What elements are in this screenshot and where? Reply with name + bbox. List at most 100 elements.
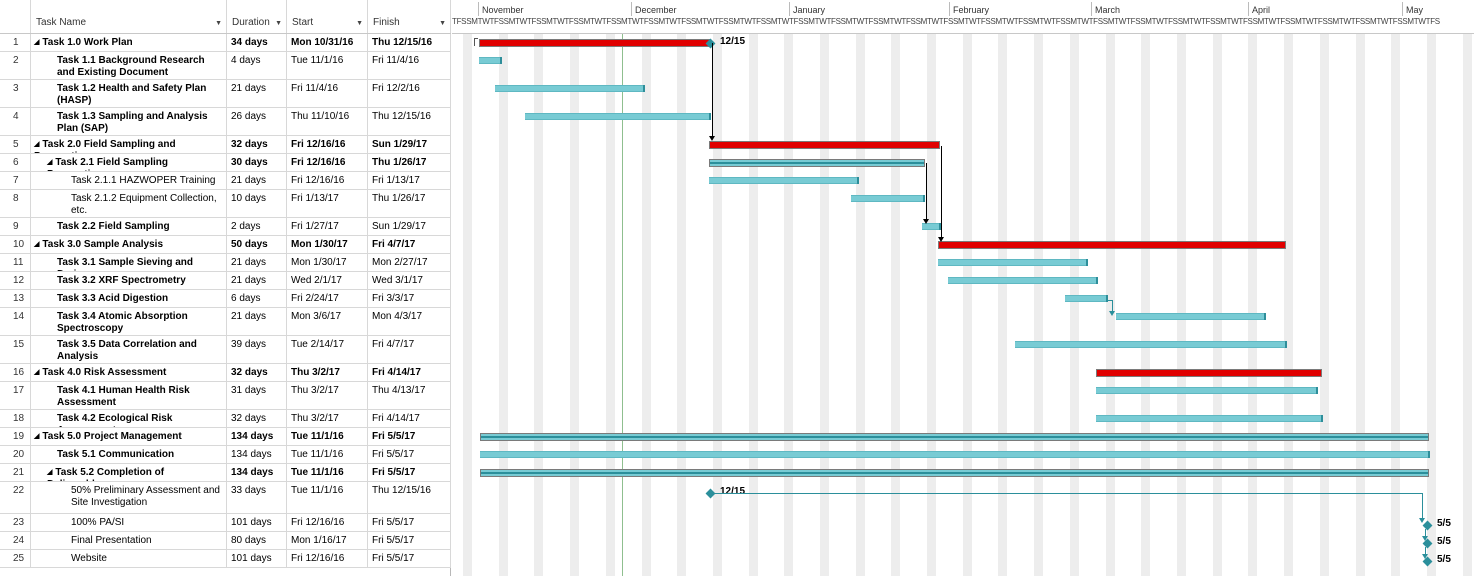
task-bar[interactable]: [1015, 341, 1287, 348]
task-name-cell[interactable]: 50% Preliminary Assessment and Site Inve…: [31, 482, 227, 513]
task-name-cell[interactable]: Task 3.5 Data Correlation and Analysis: [31, 336, 227, 363]
finish-cell[interactable]: Fri 4/14/17: [368, 364, 451, 381]
finish-cell[interactable]: Thu 12/15/16: [368, 108, 451, 135]
task-bar[interactable]: [851, 195, 925, 202]
row-id-cell[interactable]: 12: [0, 272, 31, 289]
start-cell[interactable]: Fri 12/16/16: [287, 154, 368, 171]
finish-cell[interactable]: Thu 4/13/17: [368, 382, 451, 409]
start-cell[interactable]: Mon 1/16/17: [287, 532, 368, 549]
start-cell[interactable]: Fri 12/16/16: [287, 514, 368, 531]
table-row[interactable]: 23 100% PA/SI 101 days Fri 12/16/16 Fri 5/5/…: [0, 514, 451, 532]
finish-cell[interactable]: Mon 2/27/17: [368, 254, 451, 271]
duration-cell[interactable]: 101 days: [227, 514, 287, 531]
finish-cell[interactable]: Fri 1/13/17: [368, 172, 451, 189]
duration-cell[interactable]: 31 days: [227, 382, 287, 409]
row-id-cell[interactable]: 16: [0, 364, 31, 381]
task-name-cell[interactable]: Task 4.2 Ecological Risk Assessment: [31, 410, 227, 427]
table-row[interactable]: 22 50% Preliminary Assessment and Site In…: [0, 482, 451, 514]
start-cell[interactable]: Wed 2/1/17: [287, 272, 368, 289]
duration-cell[interactable]: 50 days: [227, 236, 287, 253]
task-name-cell[interactable]: Task 3.3 Acid Digestion: [31, 290, 227, 307]
row-id-cell[interactable]: 15: [0, 336, 31, 363]
row-id-cell[interactable]: 24: [0, 532, 31, 549]
task-bar[interactable]: [495, 85, 645, 92]
duration-cell[interactable]: 4 days: [227, 52, 287, 79]
start-cell[interactable]: Fri 11/4/16: [287, 80, 368, 107]
collapse-triangle-icon[interactable]: ◢: [34, 433, 40, 440]
finish-cell[interactable]: Thu 1/26/17: [368, 154, 451, 171]
duration-cell[interactable]: 32 days: [227, 364, 287, 381]
start-cell[interactable]: Fri 12/16/16: [287, 550, 368, 567]
task-name-cell[interactable]: ◢Task 2.1 Field Sampling Preparation: [31, 154, 227, 171]
table-row[interactable]: 16 ◢ Task 4.0 Risk Assessment 32 days Thu 3/…: [0, 364, 451, 382]
table-row[interactable]: 2 Task 1.1 Background Research and Existi…: [0, 52, 451, 80]
task-name-cell[interactable]: Task 5.1 Communication: [31, 446, 227, 463]
finish-cell[interactable]: Fri 12/2/16: [368, 80, 451, 107]
table-row[interactable]: 9 Task 2.2 Field Sampling 2 days Fri 1/27/1…: [0, 218, 451, 236]
duration-cell[interactable]: 134 days: [227, 446, 287, 463]
summary-bar[interactable]: [709, 159, 925, 167]
collapse-triangle-icon[interactable]: ◢: [47, 469, 53, 476]
finish-cell[interactable]: Sun 1/29/17: [368, 218, 451, 235]
row-id-cell[interactable]: 6: [0, 154, 31, 171]
duration-cell[interactable]: 30 days: [227, 154, 287, 171]
duration-cell[interactable]: 39 days: [227, 336, 287, 363]
duration-cell[interactable]: 6 days: [227, 290, 287, 307]
task-bar[interactable]: [1116, 313, 1266, 320]
chevron-down-icon[interactable]: ▼: [356, 20, 363, 27]
task-bar[interactable]: [480, 451, 1430, 458]
row-id-cell[interactable]: 7: [0, 172, 31, 189]
task-name-cell[interactable]: 100% PA/SI: [31, 514, 227, 531]
finish-cell[interactable]: Fri 4/14/17: [368, 410, 451, 427]
task-name-cell[interactable]: Task 1.3 Sampling and Analysis Plan (SAP…: [31, 108, 227, 135]
finish-cell[interactable]: Fri 5/5/17: [368, 514, 451, 531]
start-cell[interactable]: Fri 1/27/17: [287, 218, 368, 235]
finish-cell[interactable]: Thu 12/15/16: [368, 34, 451, 51]
row-id-cell[interactable]: 8: [0, 190, 31, 217]
chevron-down-icon[interactable]: ▼: [215, 20, 222, 27]
row-id-cell[interactable]: 25: [0, 550, 31, 567]
finish-cell[interactable]: Fri 5/5/17: [368, 532, 451, 549]
duration-cell[interactable]: 21 days: [227, 80, 287, 107]
start-cell[interactable]: Tue 11/1/16: [287, 428, 368, 445]
task-bar[interactable]: [1096, 387, 1318, 394]
task-name-cell[interactable]: ◢ Task 5.0 Project Management: [31, 428, 227, 445]
table-row[interactable]: 8 Task 2.1.2 Equipment Collection, etc. 10…: [0, 190, 451, 218]
row-id-cell[interactable]: 10: [0, 236, 31, 253]
task-name-cell[interactable]: Task 2.2 Field Sampling: [31, 218, 227, 235]
chevron-down-icon[interactable]: ▼: [275, 20, 282, 27]
table-row[interactable]: 7 Task 2.1.1 HAZWOPER Training 21 days Fri …: [0, 172, 451, 190]
collapse-triangle-icon[interactable]: ◢: [34, 241, 40, 248]
table-row[interactable]: 3 Task 1.2 Health and Safety Plan (HASP) 2…: [0, 80, 451, 108]
summary-bar[interactable]: [709, 141, 940, 149]
table-row[interactable]: 25 Website 101 days Fri 12/16/16 Fri 5/5/17: [0, 550, 451, 568]
task-name-cell[interactable]: Website: [31, 550, 227, 567]
row-id-cell[interactable]: 22: [0, 482, 31, 513]
table-row[interactable]: 19 ◢ Task 5.0 Project Management 134 days Tu…: [0, 428, 451, 446]
task-name-cell[interactable]: Task 2.1.1 HAZWOPER Training: [31, 172, 227, 189]
duration-column-header[interactable]: Duration ▼: [227, 0, 287, 33]
duration-cell[interactable]: 34 days: [227, 34, 287, 51]
table-row[interactable]: 11 Task 3.1 Sample Sieving and Drying 21 d…: [0, 254, 451, 272]
task-name-cell[interactable]: Task 3.4 Atomic Absorption Spectroscopy: [31, 308, 227, 335]
task-bar[interactable]: [709, 177, 859, 184]
start-cell[interactable]: Tue 11/1/16: [287, 446, 368, 463]
row-id-cell[interactable]: 3: [0, 80, 31, 107]
task-name-cell[interactable]: Task 3.2 XRF Spectrometry: [31, 272, 227, 289]
duration-cell[interactable]: 21 days: [227, 254, 287, 271]
duration-cell[interactable]: 80 days: [227, 532, 287, 549]
start-cell[interactable]: Fri 1/13/17: [287, 190, 368, 217]
finish-cell[interactable]: Fri 5/5/17: [368, 464, 451, 481]
summary-bar[interactable]: [938, 241, 1286, 249]
start-cell[interactable]: Mon 1/30/17: [287, 254, 368, 271]
summary-bar[interactable]: [1096, 369, 1322, 377]
finish-cell[interactable]: Fri 3/3/17: [368, 290, 451, 307]
duration-cell[interactable]: 32 days: [227, 410, 287, 427]
table-row[interactable]: 20 Task 5.1 Communication 134 days Tue 11/1…: [0, 446, 451, 464]
duration-cell[interactable]: 134 days: [227, 428, 287, 445]
table-row[interactable]: 17 Task 4.1 Human Health Risk Assessment 3…: [0, 382, 451, 410]
gantt-chart[interactable]: TFSSMTWTFSSMTWTFSSMTWTFSSMTWTFSSMTWTFSSM…: [452, 0, 1474, 576]
table-row[interactable]: 15 Task 3.5 Data Correlation and Analysis…: [0, 336, 451, 364]
task-bar[interactable]: [922, 223, 941, 230]
task-name-cell[interactable]: ◢ Task 3.0 Sample Analysis: [31, 236, 227, 253]
